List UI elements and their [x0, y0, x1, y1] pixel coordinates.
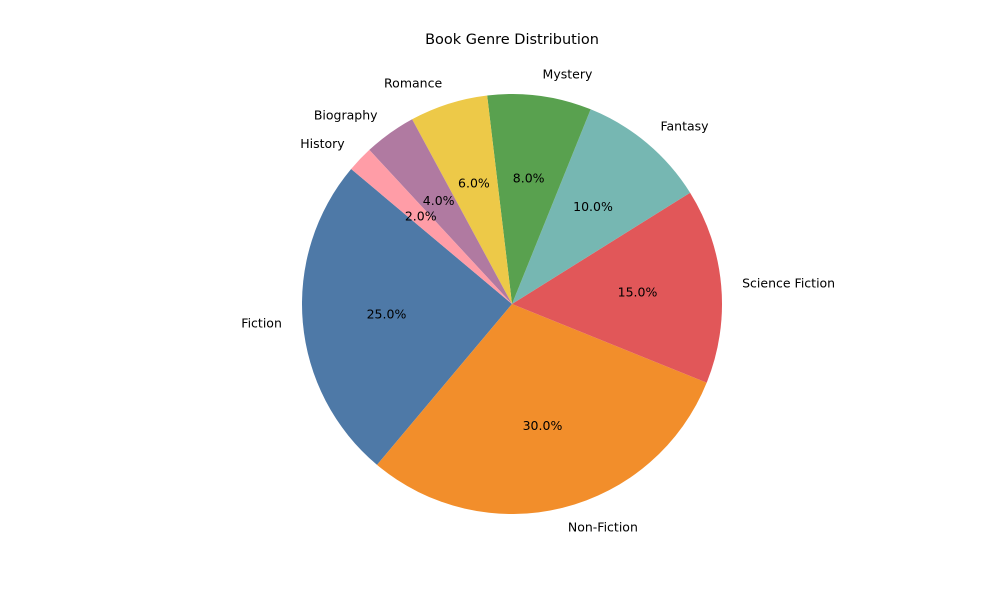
slice-label-mystery: Mystery	[543, 67, 593, 82]
slice-biography	[369, 119, 512, 305]
pct-label-non-fiction: 30.0%	[523, 418, 563, 433]
slice-label-fantasy: Fantasy	[660, 119, 709, 134]
percentage-labels: 25.0% 30.0% 15.0% 10.0% 8.0% 6.0%4.0%2.0%	[367, 171, 658, 433]
slice-label-fiction: Fiction	[241, 316, 282, 331]
slice-label-science-fiction: Science Fiction	[742, 275, 835, 290]
slice-labels: Fiction Non-Fiction Science Fiction Fantasy…	[241, 67, 835, 535]
pct-label-fantasy: 10.0%	[573, 199, 613, 214]
slice-label-history: History	[300, 136, 345, 151]
slice-label-biography: Biography	[314, 108, 378, 123]
slice-science-fiction	[512, 192, 723, 383]
slice-romance	[412, 95, 512, 304]
pie-slices	[301, 94, 723, 515]
pct-label-science-fiction: 15.0%	[618, 285, 658, 300]
chart-title: Book Genre Distribution	[425, 32, 599, 48]
slice-history	[351, 149, 512, 304]
slice-label-romance: Romance	[384, 75, 442, 90]
pct-label-fiction: 25.0%	[367, 306, 407, 321]
slice-fantasy	[512, 109, 691, 304]
slice-non-fiction	[377, 304, 707, 515]
slice-label-non-fiction: Non-Fiction	[568, 520, 638, 535]
pct-label-biography: 4.0%	[423, 193, 455, 208]
slice-mystery	[487, 94, 591, 305]
pct-label-romance: 6.0%	[458, 175, 490, 190]
pct-label-mystery: 8.0%	[513, 171, 545, 186]
slice-fiction	[301, 169, 512, 465]
pct-label-history: 2.0%	[405, 209, 437, 224]
